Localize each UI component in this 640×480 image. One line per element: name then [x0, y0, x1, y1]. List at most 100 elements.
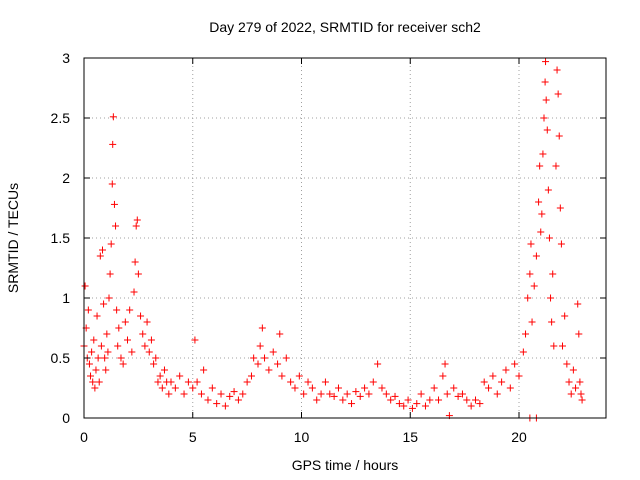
data-point [180, 390, 188, 398]
data-point [567, 390, 575, 398]
data-point [81, 282, 89, 290]
data-point [565, 378, 573, 386]
data-point [454, 392, 462, 400]
data-points [80, 58, 586, 422]
data-point [100, 300, 108, 308]
data-point [426, 396, 434, 404]
data-point [430, 384, 438, 392]
chart-title: Day 279 of 2022, SRMTID for receiver sch… [209, 19, 481, 35]
data-point [485, 384, 493, 392]
data-point [287, 378, 295, 386]
x-tick-label: 15 [402, 429, 418, 445]
data-point [348, 400, 356, 408]
data-point [308, 384, 316, 392]
data-point [213, 400, 221, 408]
data-point [536, 162, 544, 170]
data-point [105, 294, 113, 302]
data-point [463, 396, 471, 404]
data-point [572, 384, 580, 392]
data-point [258, 324, 266, 332]
y-tick-label: 3 [62, 50, 70, 66]
data-point [574, 300, 582, 308]
data-point [421, 402, 429, 410]
data-point [554, 90, 562, 98]
data-point [247, 372, 255, 380]
data-point [408, 404, 416, 412]
data-point [137, 312, 145, 320]
data-point [545, 234, 553, 242]
data-point [265, 366, 273, 374]
data-point [109, 113, 117, 121]
data-point [561, 312, 569, 320]
data-point [339, 396, 347, 404]
data-point [577, 390, 585, 398]
data-point [133, 216, 141, 224]
x-tick-label: 5 [189, 429, 197, 445]
data-point [197, 390, 205, 398]
data-point [103, 330, 111, 338]
data-point [115, 324, 123, 332]
data-point [128, 348, 136, 356]
data-point [506, 384, 514, 392]
data-point [537, 228, 545, 236]
data-point [369, 378, 377, 386]
data-point [542, 58, 550, 66]
data-point [300, 390, 308, 398]
data-point [261, 354, 269, 362]
data-point [152, 354, 160, 362]
data-point [145, 348, 153, 356]
data-point [97, 342, 105, 350]
data-point [352, 388, 360, 396]
data-point [165, 390, 173, 398]
data-point [93, 312, 101, 320]
data-point [124, 336, 131, 344]
data-point [276, 330, 284, 338]
data-point [98, 246, 106, 254]
data-point [114, 342, 122, 350]
data-point [234, 396, 242, 404]
data-point [239, 390, 247, 398]
data-point [254, 360, 262, 368]
data-point [498, 378, 506, 386]
data-point [250, 354, 258, 362]
data-point [522, 330, 530, 338]
data-point [472, 396, 479, 404]
data-point [540, 114, 548, 122]
data-point [556, 204, 564, 212]
data-point [552, 162, 560, 170]
data-point [557, 240, 565, 248]
data-point [139, 330, 147, 338]
data-point [439, 372, 447, 380]
grid [84, 58, 606, 418]
data-point [88, 348, 96, 356]
data-point [184, 378, 192, 386]
data-point [87, 372, 95, 380]
data-point [167, 378, 175, 386]
y-tick-label: 2 [62, 170, 70, 186]
x-tick-label: 20 [511, 429, 527, 445]
data-point [450, 384, 458, 392]
data-point [110, 200, 118, 208]
data-point [387, 396, 395, 404]
data-point [156, 372, 164, 380]
data-point [395, 400, 403, 408]
data-point [101, 354, 109, 362]
data-point [563, 360, 571, 368]
data-point [141, 342, 149, 350]
data-point [221, 402, 229, 410]
y-tick-label: 1.5 [51, 230, 71, 246]
data-point [435, 396, 443, 404]
data-point [524, 294, 532, 302]
data-point [476, 400, 484, 408]
data-point [539, 150, 547, 158]
data-point [193, 378, 201, 386]
data-point [541, 78, 549, 86]
data-point [191, 336, 199, 344]
data-point [243, 378, 251, 386]
data-point [278, 372, 286, 380]
data-point [365, 390, 373, 398]
data-point [121, 318, 129, 326]
data-point [489, 372, 497, 380]
data-point [391, 392, 399, 400]
data-point [107, 240, 115, 248]
